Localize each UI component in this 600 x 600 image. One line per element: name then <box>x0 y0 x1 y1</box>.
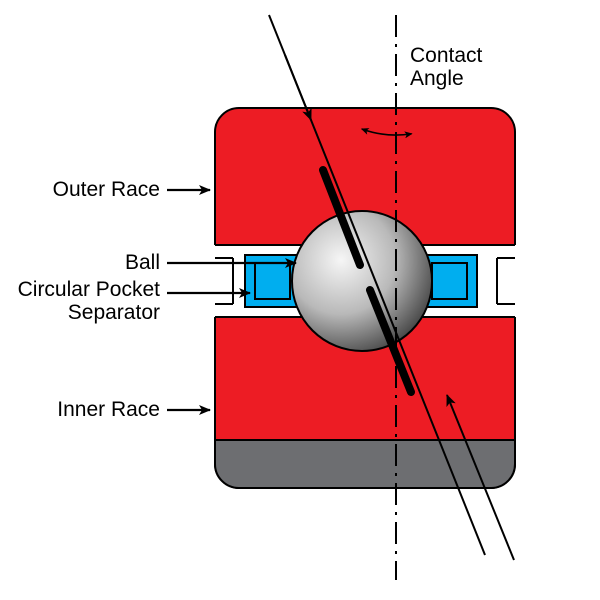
label-inner-race: Inner Race <box>57 398 160 421</box>
label-outer-race: Outer Race <box>53 178 160 201</box>
label-separator: Circular PocketSeparator <box>18 278 160 324</box>
label-ball: Ball <box>125 251 160 274</box>
label-contact-angle: ContactAngle <box>410 44 482 90</box>
bearing-cross-section-diagram: ContactAngle Outer Race Ball Circular Po… <box>0 0 600 600</box>
